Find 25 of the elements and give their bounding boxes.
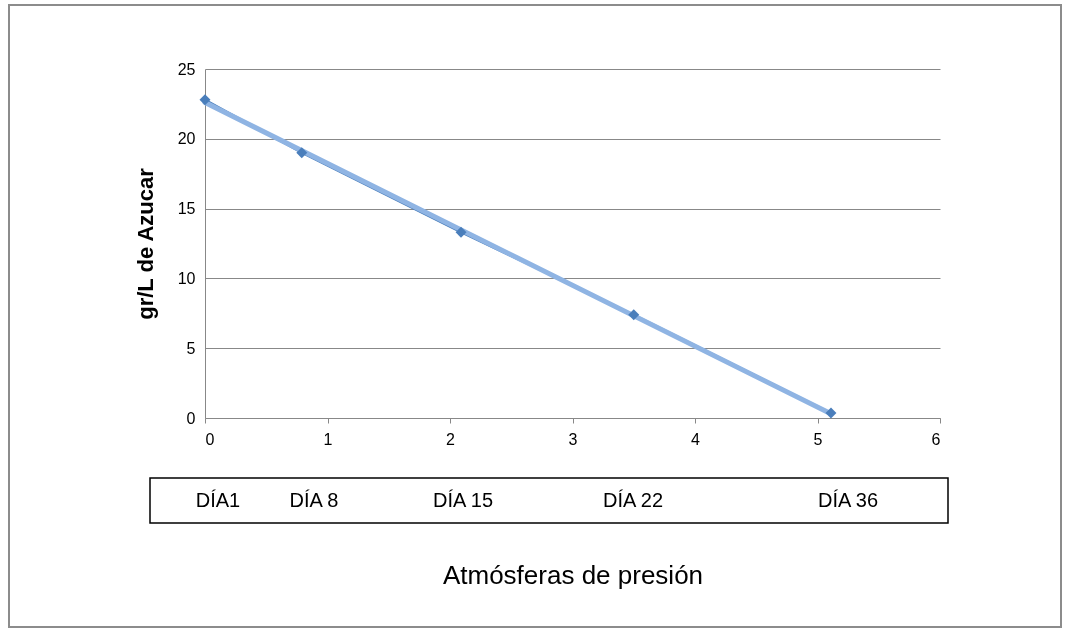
y-tick-label: 20 <box>177 130 196 148</box>
y-tick-label: 0 <box>186 409 196 427</box>
y-tick-label: 10 <box>177 269 196 287</box>
text: DÍA 36 <box>817 489 879 511</box>
point <box>825 407 837 419</box>
x-tick-label: 3 <box>568 430 578 448</box>
x-tick-label: 4 <box>691 430 701 448</box>
point <box>199 94 211 106</box>
text: DÍA1 <box>195 489 241 511</box>
y-tick-label: 25 <box>177 60 196 78</box>
x-axis-title: Atmósferas de presión <box>442 559 704 590</box>
point <box>455 226 467 238</box>
x-tick-label: 2 <box>446 430 456 448</box>
y-axis-title: gr/L de Azucar <box>132 167 158 320</box>
text: DÍA 8 <box>289 489 339 511</box>
x-tick-label: 0 <box>205 430 215 448</box>
text: DÍA 22 <box>602 489 664 511</box>
point <box>628 309 640 321</box>
x-tick-label: 6 <box>931 430 941 448</box>
text: DÍA 15 <box>432 489 494 511</box>
y-tick-label: 5 <box>186 339 196 357</box>
y-tick-label: 15 <box>177 200 196 218</box>
point <box>296 147 308 159</box>
x-tick-label: 1 <box>323 430 333 448</box>
x-tick-label: 5 <box>813 430 823 448</box>
